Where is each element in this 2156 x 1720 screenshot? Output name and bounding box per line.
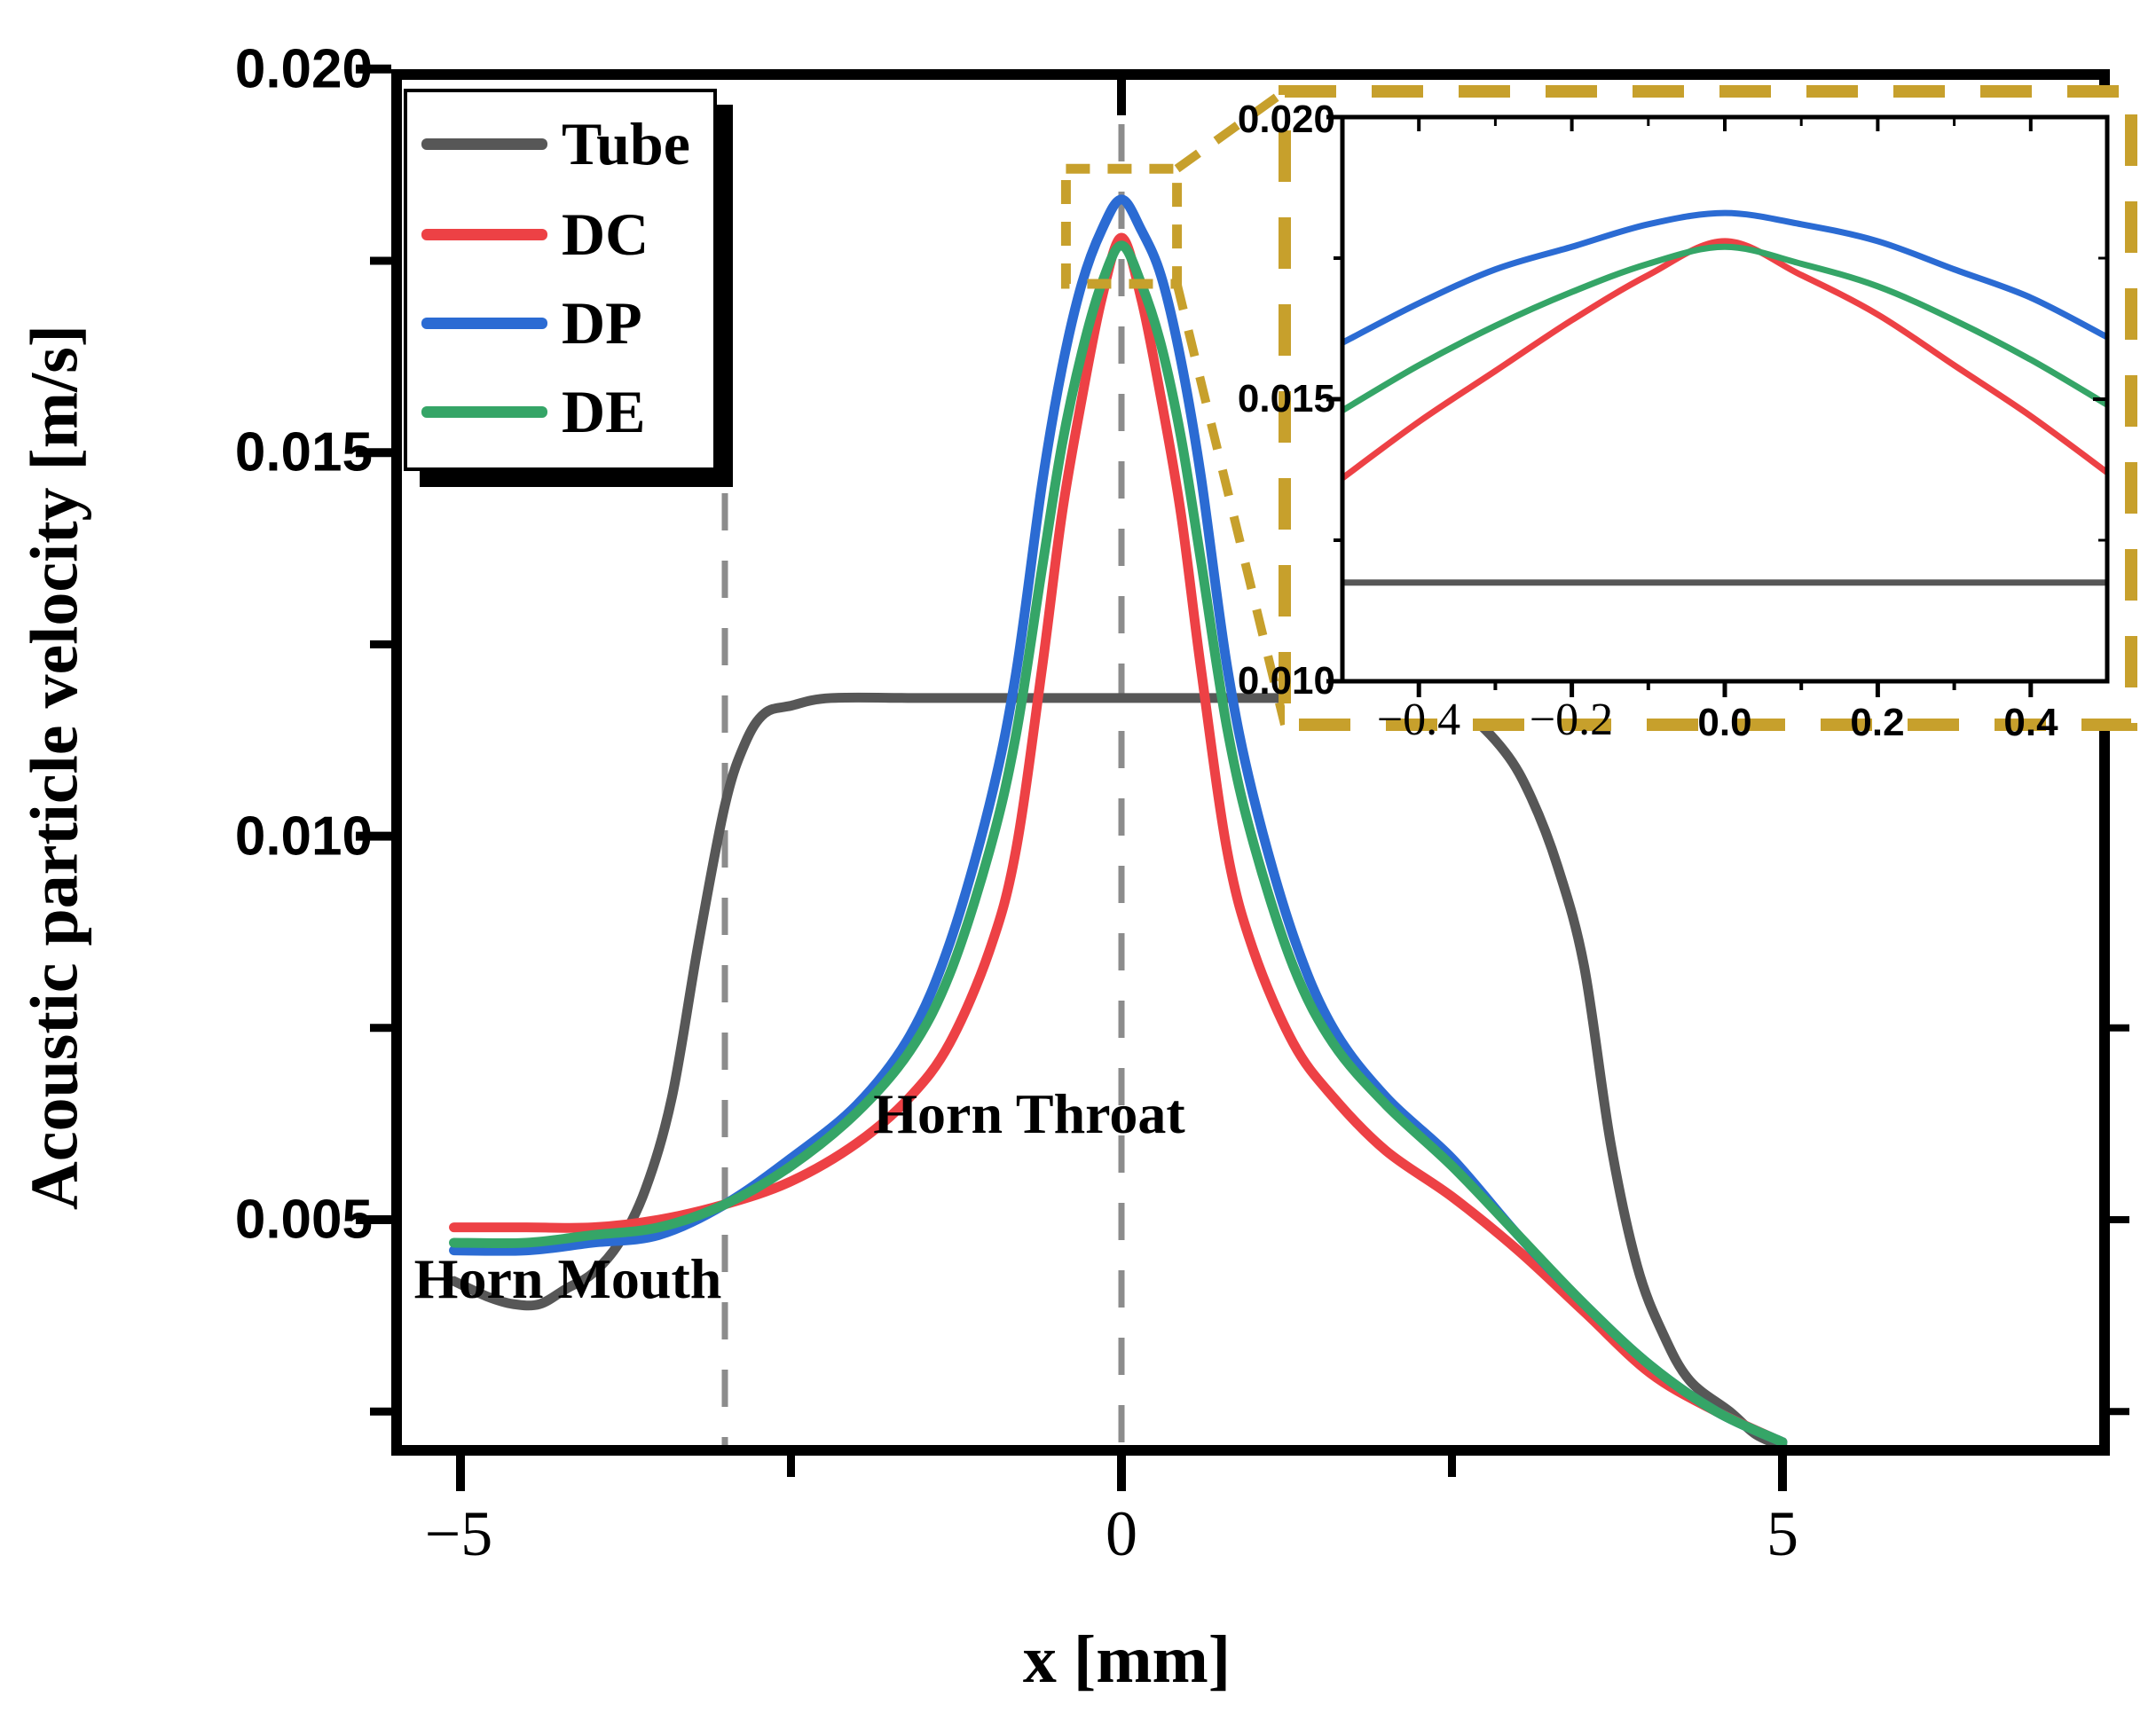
legend-line-sample-dp — [421, 317, 547, 329]
inset-y-tick-label-0020: 0.020 — [1237, 98, 1335, 141]
inset-x-tick-label-02: 0.2 — [1850, 701, 1905, 744]
legend-item-dp: DP — [407, 293, 713, 353]
legend: Tube DC DP DE — [404, 89, 717, 471]
legend-label-dc: DC — [562, 200, 649, 268]
x-axis-title: x [mm] — [1022, 1622, 1231, 1697]
legend-item-tube: Tube — [407, 114, 713, 174]
x-tick-label-5: 5 — [1767, 1498, 1798, 1569]
y-tick-label-0010: 0.010 — [234, 805, 373, 868]
x-tick-label-0: 0 — [1106, 1498, 1137, 1569]
inset-x-tick-label-neg02: −0.2 — [1529, 695, 1614, 745]
inset-x-tick-label-neg04: −0.4 — [1376, 695, 1461, 745]
legend-line-sample-de — [421, 405, 547, 418]
legend-line-sample-dc — [421, 228, 547, 240]
annotation-horn-mouth: Horn Mouth — [413, 1247, 722, 1310]
y-tick-label-0020: 0.020 — [234, 38, 373, 100]
y-axis-title: Acoustic particle velocity [m/s] — [17, 324, 92, 1211]
legend-item-de: DE — [407, 381, 713, 442]
legend-item-dc: DC — [407, 204, 713, 264]
legend-label-tube: Tube — [562, 110, 690, 177]
y-tick-label-0005: 0.005 — [234, 1189, 373, 1251]
inset-y-tick-label-0010: 0.010 — [1237, 659, 1335, 703]
inset-x-tick-label-00: 0.0 — [1697, 701, 1752, 744]
annotation-horn-throat: Horn Throat — [873, 1082, 1185, 1145]
y-tick-label-0015: 0.015 — [234, 421, 373, 483]
legend-line-sample-tube — [421, 137, 547, 150]
inset-y-tick-label-0015: 0.015 — [1237, 377, 1335, 420]
legend-label-dp: DP — [562, 289, 642, 357]
x-tick-label-neg5: −5 — [424, 1498, 493, 1569]
inset-x-tick-label-04: 0.4 — [2003, 701, 2058, 744]
legend-label-de: DE — [562, 378, 646, 445]
